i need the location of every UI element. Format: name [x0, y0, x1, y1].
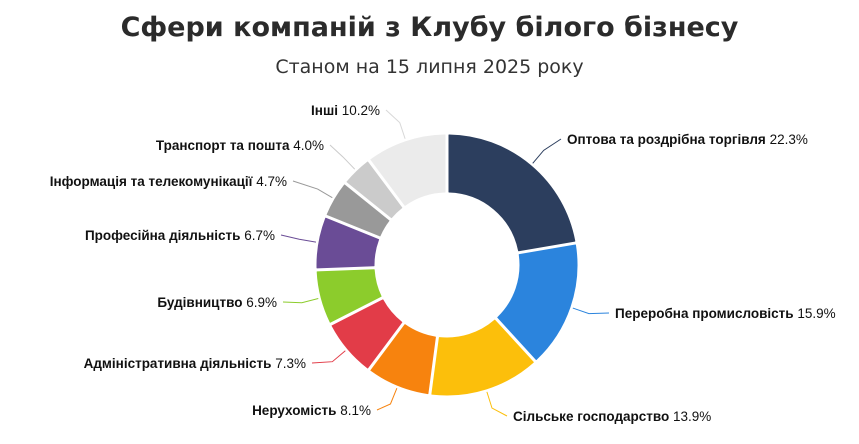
slice-label-value: 22.3% [770, 132, 808, 147]
slice-label-value: 13.9% [673, 409, 711, 424]
donut-slice[interactable] [316, 269, 382, 323]
slice-label-name: Оптова та роздрібна торгівля [567, 132, 770, 147]
slice-label-name: Будівництво [157, 295, 246, 310]
slice-label-value: 6.7% [244, 228, 275, 243]
leader-line [280, 234, 317, 243]
donut-slice[interactable] [448, 134, 576, 252]
leader-line [376, 388, 398, 411]
slice-label-value: 4.0% [293, 138, 324, 153]
slice-label-value: 6.9% [246, 295, 277, 310]
chart-subtitle: Станом на 15 липня 2025 року [275, 56, 584, 78]
slice-label-name: Нерухомість [252, 403, 340, 418]
slice-label-value: 7.3% [275, 356, 306, 371]
slice-label: Будівництво 6.9% [157, 295, 277, 310]
leader-line [385, 109, 406, 139]
slice-label: Оптова та роздрібна торгівля 22.3% [567, 132, 808, 147]
leader-line [572, 307, 610, 315]
slice-label: Інформація та телекомунікації 4.7% [50, 174, 287, 189]
chart-title: Сфери компаній з Клубу білого бізнесу [120, 12, 739, 43]
slice-label-value: 4.7% [256, 174, 287, 189]
donut-slice[interactable] [316, 217, 380, 269]
slice-label: Інші 10.2% [311, 103, 380, 118]
donut-slice[interactable] [497, 244, 578, 361]
donut-slice[interactable] [431, 319, 534, 396]
slice-label: Адміністративна діяльність 7.3% [84, 356, 306, 371]
leader-line [329, 144, 356, 170]
slice-label-name: Переробна промисловість [615, 306, 797, 321]
donut-slice[interactable] [370, 324, 436, 395]
slice-label: Сільське господарство 13.9% [513, 409, 711, 424]
slice-label-name: Інші [311, 103, 342, 118]
slice-label-name: Інформація та телекомунікації [50, 174, 256, 189]
donut-slice[interactable] [326, 184, 390, 237]
slice-label: Нерухомість 8.1% [252, 403, 371, 418]
slice-label-value: 15.9% [797, 306, 835, 321]
leader-line [486, 391, 508, 417]
leader-line [292, 180, 333, 199]
slice-label-value: 8.1% [340, 403, 371, 418]
slice-label: Транспорт та пошта 4.0% [156, 138, 324, 153]
donut-slice[interactable] [346, 161, 403, 219]
leader-line [282, 297, 319, 304]
slice-label: Професійна діяльність 6.7% [85, 228, 275, 243]
donut-slice[interactable] [370, 134, 446, 206]
slice-label-name: Професійна діяльність [85, 228, 244, 243]
slice-label: Переробна промисловість 15.9% [615, 306, 836, 321]
slice-label-name: Транспорт та пошта [156, 138, 293, 153]
slice-label-value: 10.2% [342, 103, 380, 118]
leader-line [532, 138, 562, 164]
donut-slice[interactable] [331, 299, 403, 369]
slice-label-name: Адміністративна діяльність [84, 356, 276, 371]
slice-label-name: Сільське господарство [513, 409, 673, 424]
leader-line [311, 350, 346, 364]
